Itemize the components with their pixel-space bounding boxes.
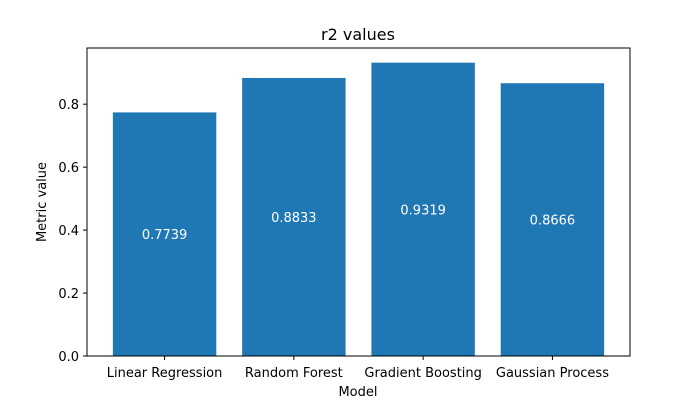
bar-labels-group: 0.7739 0.8833 0.9319 0.8666 — [142, 203, 575, 243]
y-axis-ticks: 0.0 0.2 0.4 0.6 0.8 — [58, 98, 87, 365]
x-tick-label-1: Random Forest — [245, 366, 343, 381]
bars-group — [112, 62, 605, 357]
y-tick-label-0: 0.0 — [58, 350, 79, 365]
bar-value-label-2: 0.9319 — [400, 203, 446, 218]
x-axis-label: Model — [338, 385, 377, 400]
bar-value-label-1: 0.8833 — [271, 211, 317, 226]
y-axis-label: Metric value — [35, 162, 50, 242]
bar-1 — [242, 77, 346, 356]
x-tick-label-2: Gradient Boosting — [364, 366, 482, 381]
plot-frame — [86, 47, 631, 357]
x-tick-label-0: Linear Regression — [107, 366, 223, 381]
x-axis-ticks: Linear Regression Random Forest Gradient B… — [107, 356, 609, 381]
y-tick-label-4: 0.8 — [58, 98, 79, 113]
y-tick-label-3: 0.6 — [58, 161, 79, 176]
bar-value-label-3: 0.8666 — [530, 214, 576, 229]
y-tick-label-1: 0.2 — [58, 287, 79, 302]
x-tick-label-3: Gaussian Process — [496, 366, 609, 381]
bar-2 — [371, 62, 475, 357]
chart-title: r2 values — [321, 25, 395, 44]
bar-3 — [500, 83, 605, 357]
bar-0 — [112, 112, 217, 356]
bar-value-label-0: 0.7739 — [142, 228, 188, 243]
y-tick-label-2: 0.4 — [58, 224, 79, 239]
